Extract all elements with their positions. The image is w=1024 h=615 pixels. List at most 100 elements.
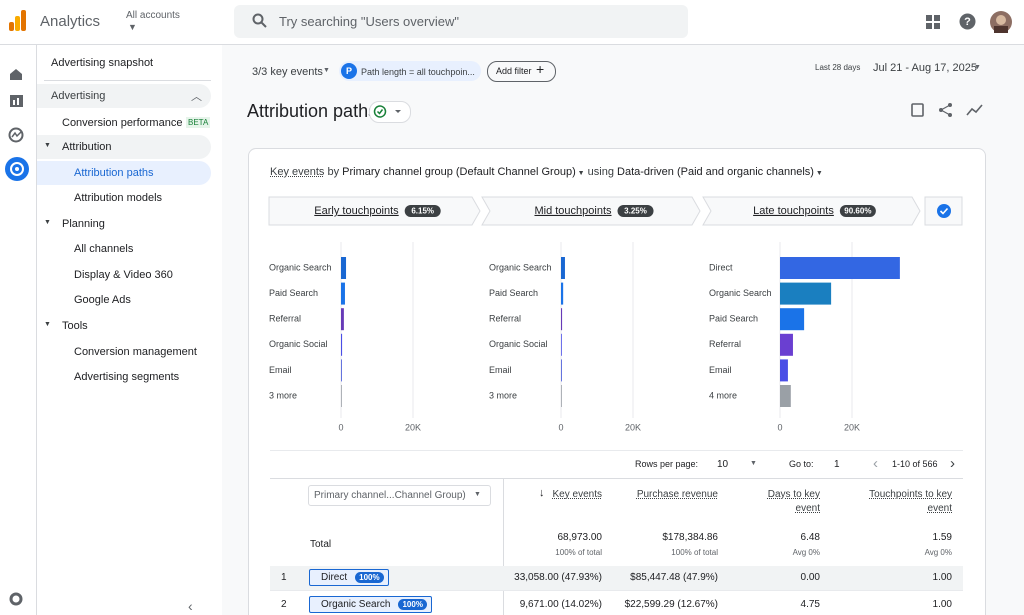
total-value: $178,384.86: [662, 532, 718, 543]
avatar[interactable]: [990, 11, 1012, 33]
cell: 1.00: [932, 572, 952, 583]
touchpoint-label: Late touchpoints: [753, 205, 834, 217]
expand-icon[interactable]: ▼: [44, 142, 51, 149]
next-page[interactable]: ›: [950, 455, 955, 472]
cell: 9,671.00 (14.02%): [519, 598, 602, 610]
column-header[interactable]: Days to key event: [767, 489, 820, 514]
share-badge: [404, 205, 441, 217]
group-label[interactable]: Tools: [62, 319, 88, 332]
row-line: [270, 590, 963, 591]
search-placeholder[interactable]: Try searching "Users overview": [279, 14, 459, 29]
page-actions[interactable]: [908, 100, 988, 120]
total-label: Total: [310, 539, 332, 550]
dimension-dropdown[interactable]: [308, 485, 491, 506]
total-sub: 100% of total: [555, 548, 602, 557]
collapse-sidebar[interactable]: ‹: [188, 598, 193, 614]
category-label: Organic Search: [709, 288, 772, 298]
category-label: Referral: [709, 339, 741, 349]
caret[interactable]: ▼: [974, 64, 981, 71]
group-highlight[interactable]: [37, 135, 211, 159]
goto-input[interactable]: 1: [834, 459, 840, 470]
channel-label[interactable]: Organic Search: [321, 598, 391, 610]
cell: 4.75: [800, 598, 820, 610]
cell: 33,058.00 (47.93%): [514, 572, 602, 583]
category-label: 3 more: [489, 390, 517, 400]
filter-chip[interactable]: [339, 61, 481, 81]
caret[interactable]: ▼: [323, 67, 330, 74]
touchpoint-label: Mid touchpoints: [534, 205, 612, 217]
key-events-selector[interactable]: 3/3 key events: [252, 66, 323, 78]
total-value: 68,973.00: [557, 532, 603, 543]
touchpoint-step: [481, 196, 701, 226]
cell: 0.00: [800, 572, 820, 583]
column-header[interactable]: Key events: [552, 489, 602, 500]
model-selector[interactable]: Data-driven (Paid and organic channels): [617, 166, 814, 178]
column-header[interactable]: Purchase revenue: [636, 489, 718, 500]
bar: [341, 359, 342, 382]
account-caret[interactable]: ▼: [128, 22, 137, 32]
sidebar-link[interactable]: Attribution paths: [74, 166, 154, 179]
section-header[interactable]: [37, 84, 211, 108]
category-label: Paid Search: [709, 314, 758, 324]
sidebar-link[interactable]: Display & Video 360: [74, 268, 173, 281]
section-label[interactable]: Advertising: [51, 90, 106, 102]
search-box[interactable]: [234, 5, 688, 38]
category-label: Email: [489, 365, 512, 375]
selected-highlight[interactable]: [37, 160, 211, 185]
text: using: [587, 166, 614, 178]
date-label: Last 28 days: [815, 63, 861, 72]
dimension-selector[interactable]: Primary channel group (Default Channel G…: [342, 166, 576, 178]
sidebar-link[interactable]: Attribution models: [74, 192, 163, 205]
help-icon[interactable]: ?: [959, 13, 976, 30]
total-value: 1.59: [932, 532, 952, 543]
sidebar-link[interactable]: Google Ads: [74, 294, 131, 307]
cell: $85,447.48 (47.9%): [630, 572, 718, 583]
plus-icon[interactable]: +: [536, 61, 545, 77]
sidebar-link[interactable]: Conversion management: [74, 345, 197, 358]
status-icon[interactable]: [373, 104, 407, 120]
group-label[interactable]: Attribution: [62, 141, 112, 153]
date-range[interactable]: Jul 21 - Aug 17, 2025: [873, 62, 977, 74]
apps-icon[interactable]: [926, 15, 940, 29]
page-title: Attribution paths: [247, 101, 378, 121]
group-label[interactable]: Planning: [62, 217, 105, 230]
metric[interactable]: Key events: [270, 166, 325, 178]
cell: $22,599.29 (12.67%): [624, 598, 718, 610]
expand-icon[interactable]: ▼: [44, 218, 51, 226]
share-value: 6.15%: [411, 207, 434, 216]
channel-chip[interactable]: Direct 100%: [309, 569, 389, 586]
filter-label[interactable]: Path length = all touchpoin...: [361, 67, 475, 77]
sidebar-link[interactable]: Conversion performance: [62, 117, 183, 129]
add-filter[interactable]: [487, 61, 556, 82]
rows-label: Rows per page:: [635, 459, 699, 469]
apply-icon: [937, 204, 951, 218]
bar: [561, 308, 563, 331]
svg-text:?: ?: [964, 16, 971, 28]
channel-chip[interactable]: Organic Search 100%: [309, 595, 432, 613]
sidebar-link[interactable]: All channels: [74, 243, 134, 256]
caret[interactable]: ▼: [474, 491, 481, 498]
x-tick-label: 20K: [844, 422, 860, 432]
category-label: Organic Social: [489, 339, 548, 349]
channel-label[interactable]: Direct: [321, 572, 348, 583]
category-label: Paid Search: [269, 288, 318, 298]
category-label: 4 more: [709, 390, 737, 400]
prev-page[interactable]: ‹: [873, 455, 878, 472]
bar: [780, 359, 788, 382]
rows-select[interactable]: 10: [717, 459, 729, 470]
divider: [44, 80, 211, 81]
sidebar-link[interactable]: Advertising segments: [74, 371, 180, 384]
account[interactable]: All accounts: [126, 10, 180, 21]
caret[interactable]: ▼: [750, 460, 757, 467]
collapse-icon[interactable]: ︿: [191, 91, 202, 103]
cell: 1.00: [932, 598, 952, 610]
dimension-label[interactable]: Primary channel...Channel Group): [314, 490, 466, 501]
expand-icon[interactable]: ▼: [44, 320, 51, 328]
share-badge: 100%: [355, 572, 384, 583]
touchpoint-label: Early touchpoints: [314, 205, 399, 217]
add-filter-label[interactable]: Add filter: [496, 66, 532, 76]
column-header[interactable]: Touchpoints to key event: [869, 489, 952, 514]
sidebar-link[interactable]: Advertising snapshot: [51, 57, 154, 69]
